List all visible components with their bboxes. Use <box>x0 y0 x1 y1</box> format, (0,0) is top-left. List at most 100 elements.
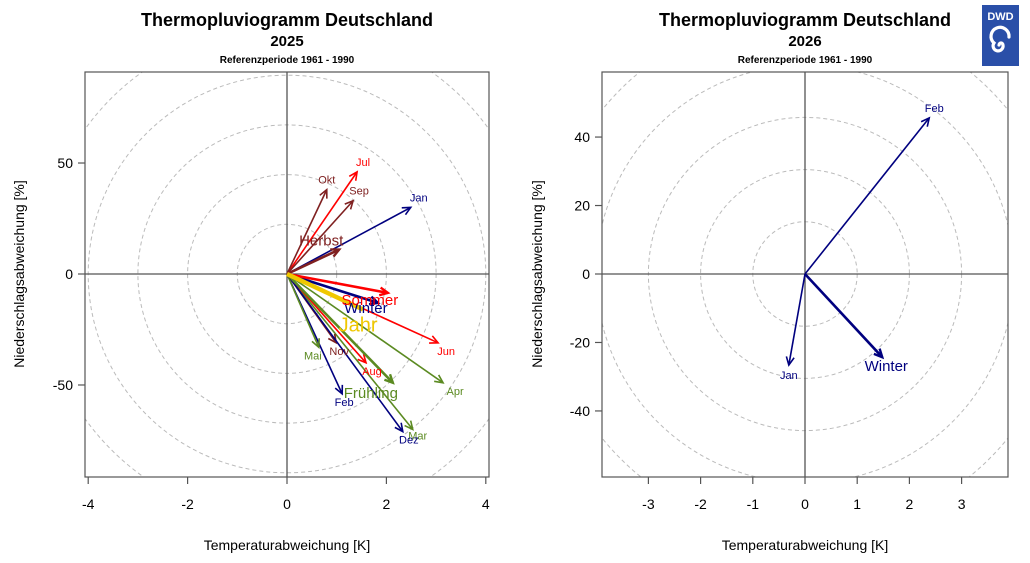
vector-jan <box>785 273 806 367</box>
vector-label: Jun <box>437 346 455 358</box>
vector-label: Apr <box>446 386 463 398</box>
arrow-head <box>319 187 328 199</box>
dwd-logo: DWD <box>982 5 1019 66</box>
chart-title: Thermopluviogramm Deutschland <box>141 10 433 30</box>
vector-line <box>286 171 358 275</box>
arrow-head <box>401 206 413 216</box>
arrow-head <box>368 295 381 306</box>
vector-line <box>788 273 806 366</box>
vector-label: Okt <box>318 175 335 187</box>
arrow-head <box>378 286 391 297</box>
vector-mar <box>286 273 414 431</box>
plot-area: Jan Feb Winter <box>492 0 1030 563</box>
y-tick-label: 50 <box>57 155 73 171</box>
grid-circle <box>492 0 1030 563</box>
x-tick-label: 0 <box>801 496 809 512</box>
vector-label: Aug <box>362 366 382 378</box>
chart-panel-2026: Thermopluviogramm Deutschland 2026 Refer… <box>492 0 1030 563</box>
arrow-head <box>873 348 885 360</box>
vector-jan <box>286 206 413 275</box>
vector-label: Winter <box>344 300 387 317</box>
vector-label: Jan <box>780 370 798 382</box>
vector-label: Herbst <box>299 233 344 250</box>
vector-label: Frühling <box>344 385 398 402</box>
x-tick-label: 0 <box>283 496 291 512</box>
chart-title: Thermopluviogramm Deutschland <box>659 10 951 30</box>
x-tick-label: -1 <box>747 496 760 512</box>
x-tick-label: 2 <box>383 496 391 512</box>
vector-okt <box>286 187 328 275</box>
arrow-head <box>327 333 338 345</box>
dwd-logo-text: DWD <box>987 11 1013 23</box>
arrow-head <box>357 353 368 365</box>
y-tick-label: 40 <box>574 129 590 145</box>
vector-line <box>286 273 394 384</box>
chart-year: 2026 <box>788 33 821 50</box>
arrow-head <box>785 356 795 367</box>
vector-label: Mar <box>408 430 427 442</box>
vector-feb <box>804 116 931 275</box>
x-tick-label: -3 <box>642 496 655 512</box>
x-tick-label: -2 <box>694 496 707 512</box>
vector-line <box>286 271 364 312</box>
vector-frühling <box>286 273 395 385</box>
vector-label: Jan <box>410 192 428 204</box>
vector-label: Dez <box>399 435 419 447</box>
vector-mai <box>286 273 320 349</box>
vector-label: Winter <box>865 358 908 375</box>
vector-line <box>286 200 354 275</box>
arrow-head <box>334 384 344 396</box>
vector-line <box>286 206 412 275</box>
dwd-swirl-logo-icon <box>989 25 1011 53</box>
y-tick-label: -40 <box>570 403 590 419</box>
vector-dez <box>286 273 404 434</box>
vector-label: Sommer <box>342 292 399 309</box>
y-tick-label: 0 <box>65 266 73 282</box>
chart-subtitle: Referenzperiode 1961 - 1990 <box>738 55 873 66</box>
arrow-head <box>311 338 320 349</box>
arrow-head <box>429 335 440 344</box>
x-axis-label: Temperaturabweichung [K] <box>204 537 371 553</box>
x-tick-label: 4 <box>482 496 490 512</box>
x-tick-label: 1 <box>853 496 861 512</box>
vector-line <box>286 273 414 430</box>
vector-line <box>804 117 930 275</box>
vector-winter <box>804 273 885 360</box>
y-tick-label: 20 <box>574 198 590 214</box>
vector-line <box>286 273 404 433</box>
vector-line <box>804 273 884 359</box>
arrow-head <box>330 248 342 258</box>
y-axis-label: Niederschlagsabweichung [%] <box>529 180 545 368</box>
vector-line <box>286 272 389 295</box>
vector-label: Jul <box>356 157 370 169</box>
x-tick-label: 3 <box>958 496 966 512</box>
plot-area: Jan Feb Mar Apr Mai Jun Jul Aug Sep Okt Nov Dez Wint… <box>85 72 489 477</box>
y-tick-label: -20 <box>570 334 590 350</box>
x-axis-label: Temperaturabweichung [K] <box>722 537 889 553</box>
y-tick-label: -50 <box>53 377 73 393</box>
vector-label: Nov <box>329 346 349 358</box>
vector-label: Sep <box>349 186 369 198</box>
vector-sommer <box>286 272 391 297</box>
arrow-head <box>383 373 395 385</box>
arrow-head <box>404 420 414 431</box>
vector-label: Mai <box>304 350 322 362</box>
vector-line <box>286 189 328 275</box>
vector-herbst <box>286 248 342 276</box>
vector-sep <box>286 199 355 275</box>
vector-label: Feb <box>925 103 944 115</box>
dwd-logo-background <box>982 5 1019 66</box>
vector-jul <box>286 170 359 275</box>
chart-year: 2025 <box>270 33 303 50</box>
y-tick-label: 0 <box>582 266 590 282</box>
vector-line <box>286 273 320 348</box>
arrow-head <box>348 170 359 181</box>
arrow-head <box>434 374 445 384</box>
x-tick-label: -4 <box>82 496 95 512</box>
x-tick-label: -2 <box>181 496 194 512</box>
arrow-head <box>394 422 404 434</box>
vector-jahr <box>286 271 364 312</box>
vector-label: Feb <box>335 397 354 409</box>
arrow-head <box>344 199 355 210</box>
